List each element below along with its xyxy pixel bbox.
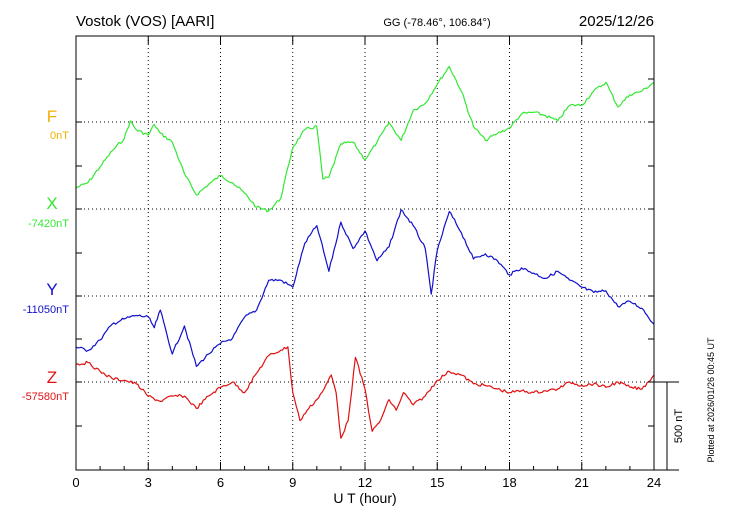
x-tick-label: 15 (430, 475, 444, 490)
series-name-f: F (47, 107, 57, 126)
series-baseline-y: -11050nT (23, 304, 70, 316)
series-line-z (75, 346, 655, 439)
scale-bar-label: 500 nT (673, 409, 685, 444)
tick-marks: 0 3 6 9 12 15 18 21 24 (72, 35, 661, 490)
x-tick-label: 9 (289, 475, 296, 490)
x-tick-label: 6 (217, 475, 224, 490)
series-name-z: Z (47, 368, 57, 387)
series-name-x: X (46, 194, 57, 213)
series-baseline-x: -7420nT (28, 218, 69, 230)
x-tick-label: 24 (647, 475, 661, 490)
plot-date: 2025/12/26 (579, 13, 654, 30)
data-traces (75, 65, 655, 439)
station-title: Vostok (VOS) [AARI] (76, 13, 214, 30)
x-tick-label: 3 (145, 475, 152, 490)
series-baseline-f: 0nT (50, 130, 69, 142)
grid-lines (76, 36, 654, 470)
series-baseline-z: -57580nT (22, 391, 69, 403)
station-coords: GG (-78.46°, 106.84°) (383, 17, 490, 29)
series-name-y: Y (46, 280, 57, 299)
x-tick-label: 18 (502, 475, 516, 490)
scale-bar (654, 381, 679, 471)
x-tick-label: 21 (575, 475, 589, 490)
plotted-at-note: Plotted at 2026/01/26 00:45 UT (706, 337, 716, 463)
x-axis-label: U T (hour) (333, 490, 396, 506)
x-tick-label: 12 (358, 475, 372, 490)
series-line-x (75, 65, 655, 213)
series-line-y (75, 209, 655, 367)
x-tick-label: 0 (72, 475, 79, 490)
